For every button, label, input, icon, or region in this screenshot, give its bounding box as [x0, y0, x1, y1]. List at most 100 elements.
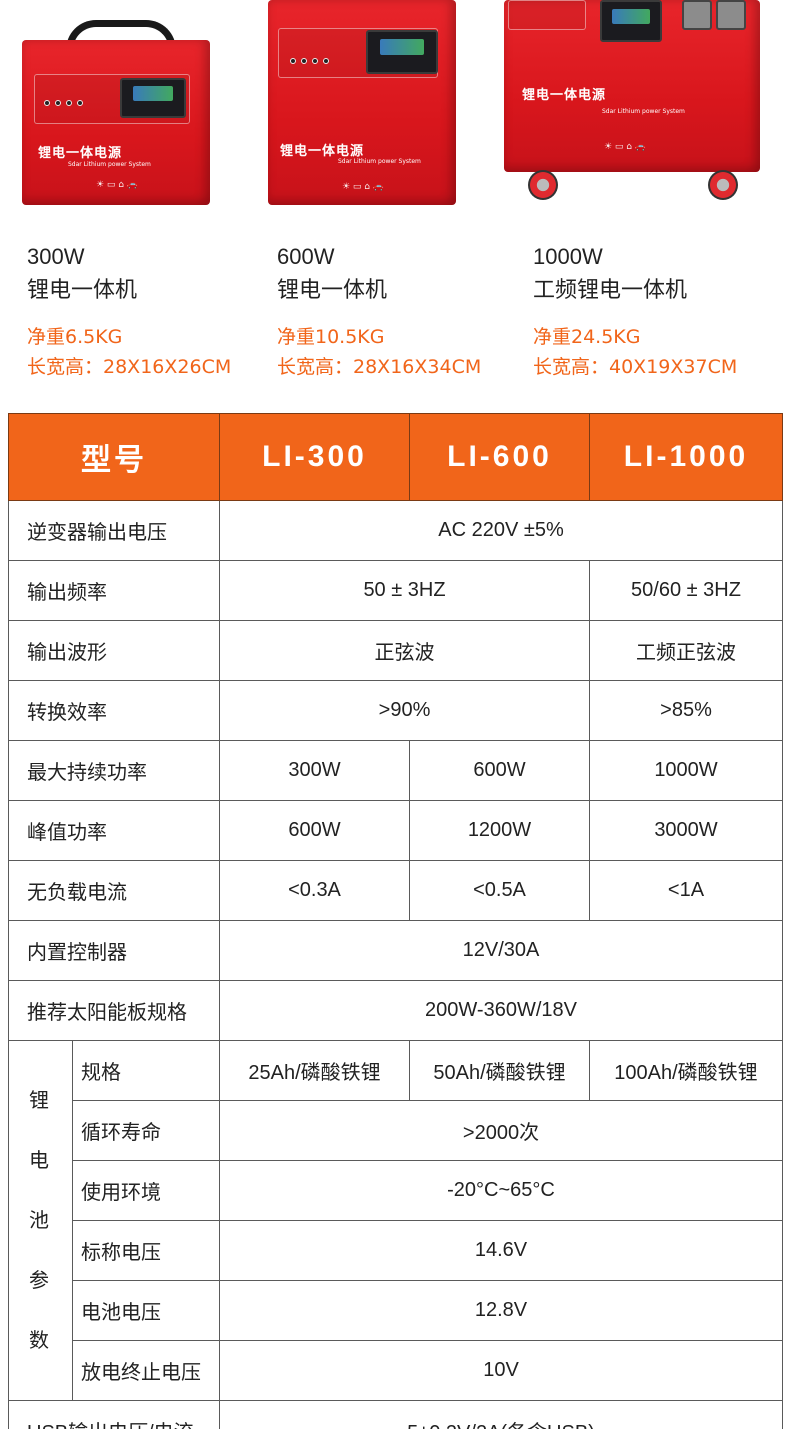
usb-ports [44, 100, 83, 106]
solar-car-icons: ☀ ▭ ⌂ 🚗 [342, 182, 385, 192]
cell-value: 600W [219, 800, 410, 861]
cell-value: <0.5A [409, 860, 590, 921]
cell-value: 工频正弦波 [589, 620, 783, 681]
cell-value: 1200W [409, 800, 590, 861]
product-caption-300w: 300W 锂电一体机 净重6.5KG 长宽高：28X16X26CM [27, 240, 231, 382]
table-row: 最大持续功率 300W 600W 1000W [8, 740, 783, 801]
lcd-display [120, 78, 186, 118]
table-row: 标称电压 14.6V [9, 1220, 783, 1281]
table-row: 锂电池参数 规格 25Ah/磷酸铁锂 50Ah/磷酸铁锂 100Ah/磷酸铁锂 [8, 1040, 783, 1401]
table-row: 放电终止电压 10V [9, 1340, 783, 1401]
table-row: 使用环境 -20°C~65°C [9, 1160, 783, 1221]
table-row: 逆变器输出电压 AC 220V ±5% [8, 500, 783, 561]
net-weight: 净重6.5KG [27, 326, 123, 348]
solar-car-icons: ☀ ▭ ⌂ 🚗 [604, 142, 647, 152]
row-label: 使用环境 [72, 1160, 220, 1221]
table-row: 输出频率 50 ± 3HZ 50/60 ± 3HZ [8, 560, 783, 621]
cell-value: 5±0.2V/2A(各含USB) [219, 1400, 783, 1429]
brand-cn: 锂电一体电源 [522, 88, 607, 103]
table-row: 电池电压 12.8V [9, 1280, 783, 1341]
battery-group-label: 锂电池参数 [8, 1040, 73, 1401]
cell-value: 600W [409, 740, 590, 801]
cell-value: 10V [219, 1340, 783, 1401]
row-label: 循环寿命 [72, 1100, 220, 1161]
table-row: 循环寿命 >2000次 [9, 1100, 783, 1161]
table-header-row: 型号 LI-300 LI-600 LI-1000 [8, 413, 783, 501]
row-label: 最大持续功率 [8, 740, 220, 801]
power-rating: 300W [27, 244, 85, 269]
dimensions: 长宽高：28X16X26CM [27, 356, 232, 378]
row-label: 无负载电流 [8, 860, 220, 921]
cell-value: >85% [589, 680, 783, 741]
table-row: 转换效率 >90% >85% [8, 680, 783, 741]
model-label: 型号 [8, 413, 220, 501]
spec-table: 型号 LI-300 LI-600 LI-1000 逆变器输出电压 AC 220V… [8, 413, 783, 1429]
cell-value: 300W [219, 740, 410, 801]
cell-value: 14.6V [219, 1220, 783, 1281]
row-label: 峰值功率 [8, 800, 220, 861]
product-caption-1000w: 1000W 工频锂电一体机 净重24.5KG 长宽高：40X19X37CM [533, 240, 737, 382]
cell-value: 50/60 ± 3HZ [589, 560, 783, 621]
model-li600: LI-600 [409, 413, 590, 501]
cell-value: 12V/30A [219, 920, 783, 981]
row-label: 放电终止电压 [72, 1340, 220, 1401]
row-label: 转换效率 [8, 680, 220, 741]
product-image-300w: 锂电一体电源 Sdar Lithium power System ☀ ▭ ⌂ 🚗 [18, 20, 218, 210]
cell-value: 12.8V [219, 1280, 783, 1341]
cell-value: AC 220V ±5% [219, 500, 783, 561]
brand-en: Sdar Lithium power System [338, 158, 421, 165]
cell-value: 200W-360W/18V [219, 980, 783, 1041]
cell-value: 25Ah/磷酸铁锂 [219, 1040, 410, 1101]
lcd-display [366, 30, 438, 74]
usb-ports [290, 58, 329, 64]
dimensions: 长宽高：28X16X34CM [277, 356, 482, 378]
cell-value: >90% [219, 680, 590, 741]
table-row: 内置控制器 12V/30A [8, 920, 783, 981]
cell-value: 100Ah/磷酸铁锂 [589, 1040, 783, 1101]
power-rating: 600W [277, 244, 335, 269]
table-row: 无负载电流 <0.3A <0.5A <1A [8, 860, 783, 921]
row-label: 输出频率 [8, 560, 220, 621]
product-image-600w: 锂电一体电源 Sdar Lithium power System ☀ ▭ ⌂ 🚗 [264, 0, 464, 208]
net-weight: 净重24.5KG [533, 326, 641, 348]
brand-en: Sdar Lithium power System [602, 108, 685, 115]
cell-value: 正弦波 [219, 620, 590, 681]
table-row: 峰值功率 600W 1200W 3000W [8, 800, 783, 861]
cell-value: 1000W [589, 740, 783, 801]
power-rating: 1000W [533, 244, 603, 269]
net-weight: 净重10.5KG [277, 326, 385, 348]
product-image-1000w: 锂电一体电源 Sdar Lithium power System ☀ ▭ ⌂ 🚗 [504, 0, 764, 210]
cell-value: <1A [589, 860, 783, 921]
cell-value: 50Ah/磷酸铁锂 [409, 1040, 590, 1101]
ac-outlet [716, 0, 746, 30]
row-label: 电池电压 [72, 1280, 220, 1341]
brand-en: Sdar Lithium power System [68, 161, 151, 168]
wheel [708, 170, 738, 200]
dimensions: 长宽高：40X19X37CM [533, 356, 738, 378]
product-name: 工频锂电一体机 [533, 278, 688, 303]
row-label: 内置控制器 [8, 920, 220, 981]
table-row: USB输出电压/电流 5±0.2V/2A(各含USB) [8, 1400, 783, 1429]
cell-value: 50 ± 3HZ [219, 560, 590, 621]
cell-value: >2000次 [219, 1100, 783, 1161]
solar-car-icons: ☀ ▭ ⌂ 🚗 [96, 180, 139, 190]
control-panel [508, 0, 586, 30]
handle [66, 20, 176, 50]
table-row: 输出波形 正弦波 工频正弦波 [8, 620, 783, 681]
row-label: 推荐太阳能板规格 [8, 980, 220, 1041]
cell-value: 3000W [589, 800, 783, 861]
lcd-display [600, 0, 662, 42]
table-row: 推荐太阳能板规格 200W-360W/18V [8, 980, 783, 1041]
cell-value: -20°C~65°C [219, 1160, 783, 1221]
ac-outlet [682, 0, 712, 30]
row-label: 规格 [72, 1040, 220, 1101]
brand-cn: 锂电一体电源 [280, 144, 365, 159]
row-label: USB输出电压/电流 [8, 1400, 220, 1429]
row-label: 逆变器输出电压 [8, 500, 220, 561]
model-li1000: LI-1000 [589, 413, 783, 501]
cell-value: <0.3A [219, 860, 410, 921]
battery-group-text: 锂电池参数 [29, 1089, 49, 1352]
brand-cn: 锂电一体电源 [38, 146, 123, 161]
product-name: 锂电一体机 [277, 278, 388, 303]
model-li300: LI-300 [219, 413, 410, 501]
